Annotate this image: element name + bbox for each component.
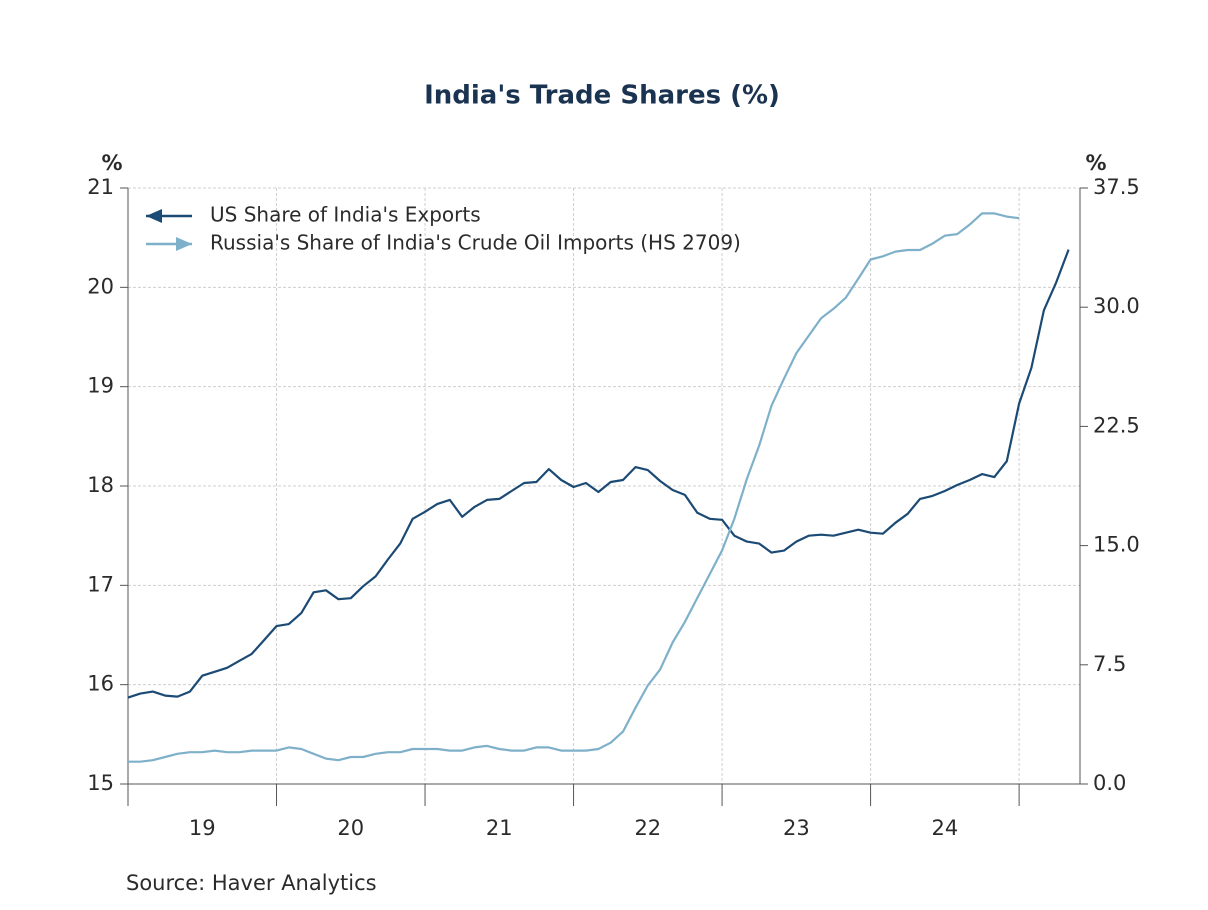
- y2-tick-label: 30.0: [1093, 294, 1140, 318]
- legend-label: US Share of India's Exports: [210, 203, 481, 227]
- x-tick-label: 22: [634, 816, 661, 840]
- y-tick-label: 20: [87, 274, 114, 298]
- y-axis-label: %: [101, 151, 122, 175]
- x-tick-label: 20: [337, 816, 364, 840]
- y-tick-label: 17: [87, 572, 114, 596]
- x-tick-label: 23: [783, 816, 810, 840]
- x-tick-label: 21: [486, 816, 513, 840]
- legend-label: Russia's Share of India's Crude Oil Impo…: [210, 231, 741, 255]
- chart-title: India's Trade Shares (%): [424, 81, 780, 111]
- y2-axis-label: %: [1085, 151, 1106, 175]
- legend-arrow: [146, 209, 162, 223]
- series-line: [127, 249, 1070, 699]
- y2-tick-label: 7.5: [1093, 652, 1126, 676]
- y2-tick-label: 0.0: [1093, 771, 1126, 795]
- source-note: Source: Haver Analytics: [126, 871, 377, 895]
- y2-tick-label: 22.5: [1093, 413, 1140, 437]
- x-tick-label: 19: [189, 816, 216, 840]
- y-tick-label: 16: [87, 672, 114, 696]
- y-tick-label: 21: [87, 175, 114, 199]
- y2-tick-label: 37.5: [1093, 175, 1140, 199]
- y-tick-label: 15: [87, 771, 114, 795]
- series-line: [128, 212, 1020, 763]
- x-tick-label: 24: [931, 816, 958, 840]
- y-tick-label: 18: [87, 473, 114, 497]
- y-tick-label: 19: [87, 374, 114, 398]
- y2-tick-label: 15.0: [1093, 533, 1140, 557]
- legend-arrow: [176, 237, 192, 251]
